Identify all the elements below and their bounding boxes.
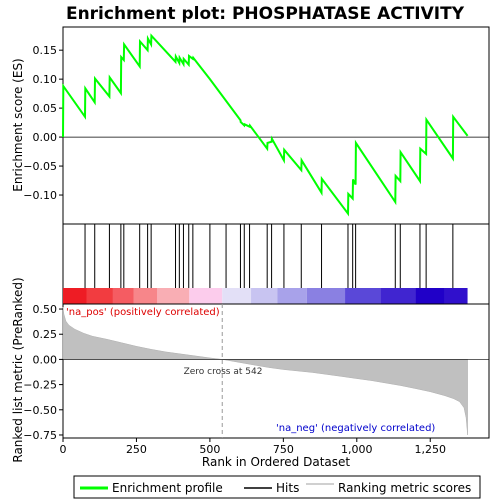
metric-x-tick-label: 1,000 <box>341 443 373 456</box>
colorbar-segment <box>345 288 381 304</box>
legend-box <box>73 475 481 499</box>
metric-y-tick-label: 0.00 <box>33 353 58 366</box>
metric-y-tick-label: −0.50 <box>23 404 57 417</box>
colorbar-segment <box>222 288 252 304</box>
colorbar-segment <box>86 288 113 304</box>
colorbar-segment <box>133 288 158 304</box>
metric-x-tick-label: 500 <box>199 443 220 456</box>
colorbar-segment <box>306 288 346 304</box>
colorbar-segment <box>251 288 278 304</box>
es-y-tick-label: 0.05 <box>33 102 58 115</box>
legend-metric-label: Ranking metric scores <box>338 481 471 495</box>
zero-cross-label: Zero cross at 542 <box>184 367 263 377</box>
es-panel-frame <box>62 26 490 225</box>
metric-x-tick-label: 750 <box>273 443 294 456</box>
metric-x-tick-label: 250 <box>126 443 147 456</box>
colorbar-segment <box>415 288 445 304</box>
metric-y-label: Ranked list metric (PreRanked) <box>11 277 25 462</box>
colorbar-segment <box>189 288 223 304</box>
chart-title: Enrichment plot: PHOSPHATASE ACTIVITY <box>66 4 465 24</box>
ranking-metric-area <box>62 306 468 436</box>
metric-y-tick-label: −0.25 <box>23 379 57 392</box>
metric-panel: −0.75 −0.50 −0.25 0.00 0.25 0.50 0 250 500 750 1,… <box>11 277 490 469</box>
metric-x-label: Rank in Ordered Dataset <box>202 455 350 469</box>
metric-y-ticks: −0.75 −0.50 −0.25 0.00 0.25 0.50 <box>23 303 63 442</box>
es-y-tick-label: −0.05 <box>23 160 57 173</box>
legend: Enrichment profile Hits Ranking metric s… <box>73 475 481 499</box>
colorbar-segment <box>277 288 307 304</box>
hits-panel <box>62 223 490 305</box>
es-y-ticks: −0.10 −0.05 0.00 0.05 0.10 0.15 <box>23 44 63 202</box>
pos-label: 'na_pos' (positively correlated) <box>66 307 220 318</box>
colorbar-segment <box>157 288 190 304</box>
metric-x-tick-label: 0 <box>60 443 67 456</box>
es-y-tick-label: 0.10 <box>33 73 58 86</box>
es-y-tick-label: 0.00 <box>33 131 58 144</box>
colorbar-segment <box>444 288 468 304</box>
es-y-label: Enrichment score (ES) <box>11 58 25 191</box>
neg-label: 'na_neg' (negatively correlated) <box>276 423 435 434</box>
hit-marks <box>84 224 454 288</box>
metric-x-ticks: 0 250 500 750 1,000 1,250 <box>60 438 446 456</box>
es-y-tick-label: −0.10 <box>23 189 57 202</box>
rank-colorbar <box>63 288 468 304</box>
colorbar-segment <box>380 288 416 304</box>
colorbar-segment <box>63 288 87 304</box>
legend-enrichment-label: Enrichment profile <box>112 481 223 495</box>
legend-hits-label: Hits <box>276 481 299 495</box>
enrichment-profile-line <box>62 33 469 217</box>
es-panel: −0.10 −0.05 0.00 0.05 0.10 0.15 Enrichment sc… <box>11 26 490 225</box>
metric-y-tick-label: −0.75 <box>23 429 57 442</box>
metric-x-tick-label: 1,250 <box>414 443 446 456</box>
metric-y-tick-label: 0.25 <box>33 328 58 341</box>
es-y-tick-label: 0.15 <box>33 44 58 57</box>
colorbar-segment <box>112 288 134 304</box>
metric-y-tick-label: 0.50 <box>33 303 58 316</box>
